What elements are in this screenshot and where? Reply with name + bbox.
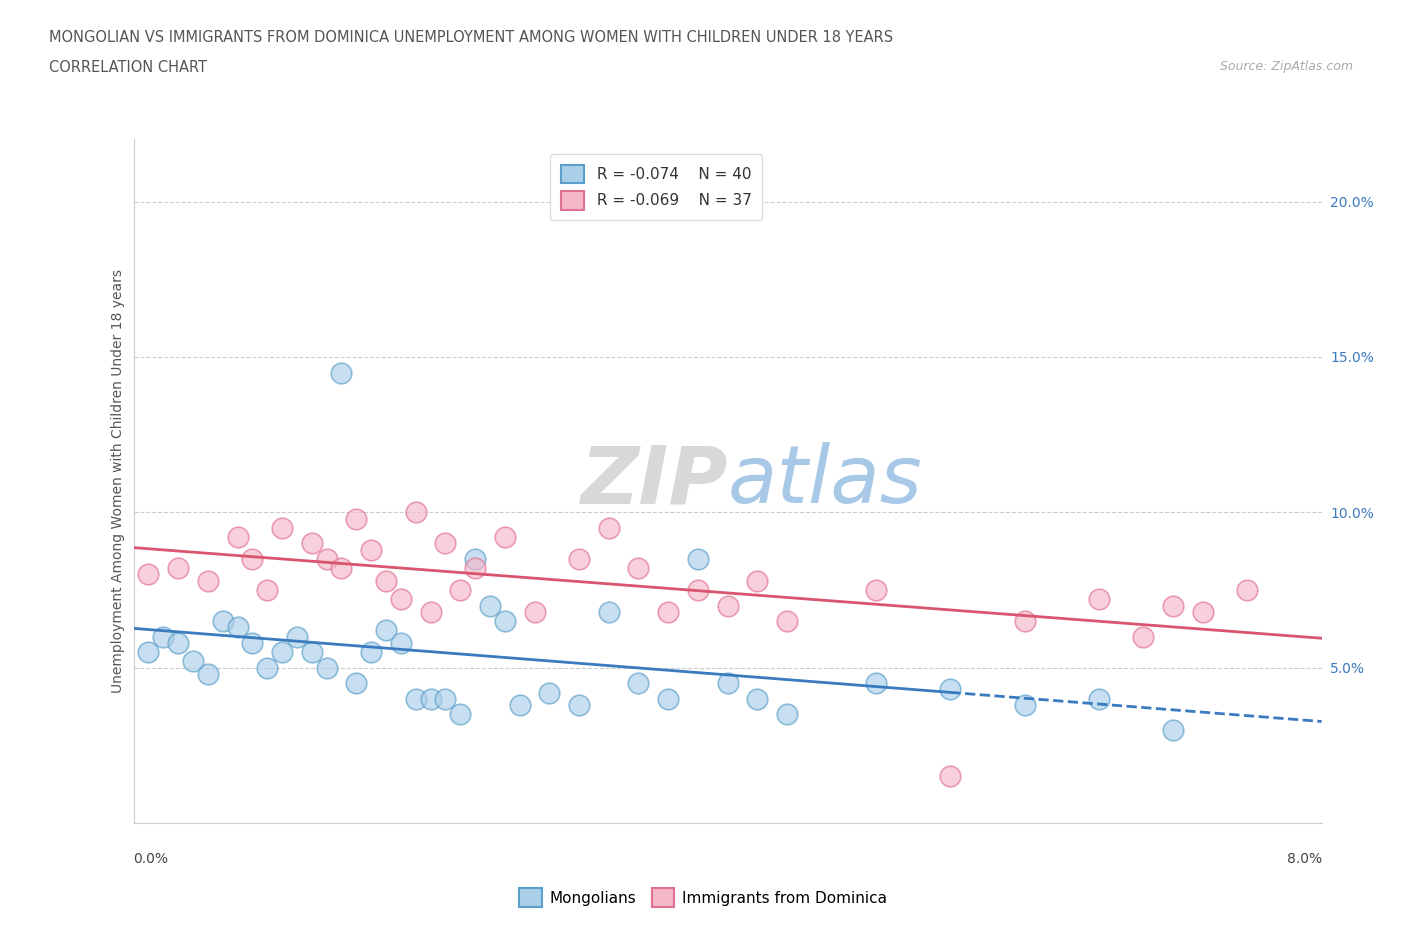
Point — [344, 512, 367, 526]
Point — [494, 530, 516, 545]
Point — [1161, 723, 1184, 737]
Text: MONGOLIAN VS IMMIGRANTS FROM DOMINICA UNEMPLOYMENT AMONG WOMEN WITH CHILDREN UND: MONGOLIAN VS IMMIGRANTS FROM DOMINICA UN… — [49, 30, 893, 45]
Point — [330, 561, 353, 576]
Point — [419, 691, 441, 706]
Point — [478, 598, 502, 613]
Point — [242, 551, 264, 566]
Point — [405, 691, 427, 706]
Point — [152, 630, 174, 644]
Point — [939, 769, 962, 784]
Point — [256, 660, 278, 675]
Point — [226, 530, 249, 545]
Point — [657, 691, 679, 706]
Point — [375, 573, 398, 588]
Point — [285, 630, 308, 644]
Point — [434, 536, 457, 551]
Point — [330, 365, 353, 380]
Point — [1132, 630, 1154, 644]
Point — [747, 691, 769, 706]
Point — [226, 620, 249, 635]
Point — [419, 604, 441, 619]
Point — [301, 536, 323, 551]
Point — [747, 573, 769, 588]
Point — [523, 604, 546, 619]
Text: 0.0%: 0.0% — [134, 852, 169, 866]
Point — [389, 591, 412, 606]
Point — [256, 582, 278, 597]
Point — [494, 614, 516, 629]
Point — [197, 667, 219, 682]
Legend:  R = -0.074    N = 40,  R = -0.069    N = 37: R = -0.074 N = 40, R = -0.069 N = 37 — [550, 154, 762, 220]
Point — [197, 573, 219, 588]
Y-axis label: Unemployment Among Women with Children Under 18 years: Unemployment Among Women with Children U… — [111, 270, 125, 693]
Point — [360, 644, 382, 659]
Point — [627, 676, 650, 691]
Point — [1236, 582, 1258, 597]
Point — [686, 582, 709, 597]
Point — [449, 582, 471, 597]
Point — [375, 623, 398, 638]
Point — [1191, 604, 1213, 619]
Point — [717, 676, 740, 691]
Point — [627, 561, 650, 576]
Point — [360, 542, 382, 557]
Point — [315, 551, 337, 566]
Point — [776, 707, 799, 722]
Point — [686, 551, 709, 566]
Point — [1014, 698, 1036, 712]
Point — [865, 676, 887, 691]
Point — [464, 561, 486, 576]
Point — [181, 654, 204, 669]
Point — [598, 604, 620, 619]
Point — [389, 635, 412, 650]
Point — [405, 505, 427, 520]
Text: ZIP: ZIP — [581, 443, 728, 520]
Point — [315, 660, 337, 675]
Point — [301, 644, 323, 659]
Point — [271, 644, 294, 659]
Point — [776, 614, 799, 629]
Point — [939, 682, 962, 697]
Point — [538, 685, 561, 700]
Point — [434, 691, 457, 706]
Point — [568, 698, 591, 712]
Point — [598, 521, 620, 536]
Point — [167, 635, 190, 650]
Legend: Mongolians, Immigrants from Dominica: Mongolians, Immigrants from Dominica — [513, 883, 893, 913]
Point — [509, 698, 531, 712]
Text: 8.0%: 8.0% — [1286, 852, 1322, 866]
Point — [344, 676, 367, 691]
Text: CORRELATION CHART: CORRELATION CHART — [49, 60, 207, 75]
Point — [1088, 691, 1111, 706]
Point — [138, 644, 160, 659]
Point — [657, 604, 679, 619]
Text: Source: ZipAtlas.com: Source: ZipAtlas.com — [1219, 60, 1353, 73]
Point — [464, 551, 486, 566]
Point — [1014, 614, 1036, 629]
Point — [138, 567, 160, 582]
Point — [1088, 591, 1111, 606]
Text: atlas: atlas — [728, 443, 922, 520]
Point — [211, 614, 233, 629]
Point — [865, 582, 887, 597]
Point — [449, 707, 471, 722]
Point — [242, 635, 264, 650]
Point — [568, 551, 591, 566]
Point — [717, 598, 740, 613]
Point — [271, 521, 294, 536]
Point — [1161, 598, 1184, 613]
Point — [167, 561, 190, 576]
